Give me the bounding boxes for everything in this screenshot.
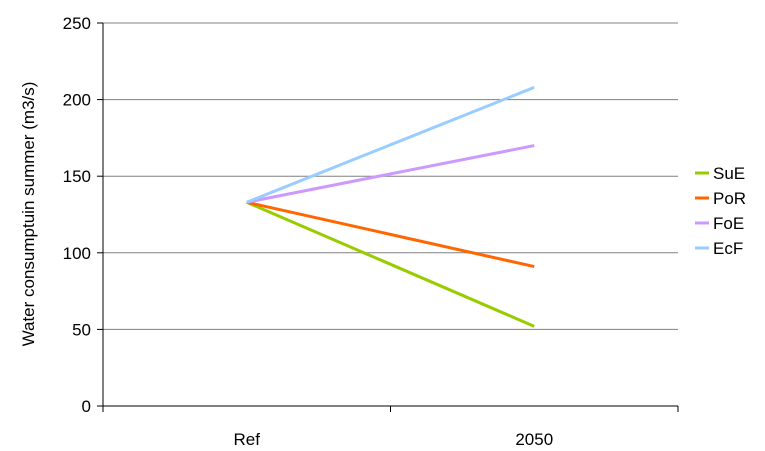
legend-label-por: PoR bbox=[713, 189, 746, 208]
axes bbox=[102, 23, 678, 407]
legend-label-ecf: EcF bbox=[713, 239, 743, 258]
y-ticks: 0 50 100 150 200 250 bbox=[63, 14, 103, 416]
series-lines bbox=[246, 85, 535, 328]
series-line-por bbox=[246, 200, 535, 269]
series-line-ecf bbox=[246, 85, 535, 204]
x-tick-label: Ref bbox=[234, 430, 261, 449]
legend-label-sue: SuE bbox=[713, 164, 745, 183]
legend-label-foe: FoE bbox=[713, 214, 744, 233]
y-tick-label: 0 bbox=[82, 397, 91, 416]
y-tick-label: 200 bbox=[63, 91, 91, 110]
gridlines bbox=[103, 22, 678, 330]
y-tick-label: 250 bbox=[63, 14, 91, 33]
y-axis-title: Water consumptuin summer (m3/s) bbox=[19, 82, 38, 347]
y-tick-label: 100 bbox=[63, 244, 91, 263]
series-line-sue bbox=[246, 200, 535, 328]
x-tick-label: 2050 bbox=[515, 430, 553, 449]
y-tick-label: 150 bbox=[63, 167, 91, 186]
series-line-foe bbox=[246, 144, 535, 204]
y-tick-label: 50 bbox=[72, 320, 91, 339]
legend: SuE PoR FoE EcF bbox=[695, 164, 746, 258]
x-ticks: Ref 2050 bbox=[102, 406, 679, 449]
